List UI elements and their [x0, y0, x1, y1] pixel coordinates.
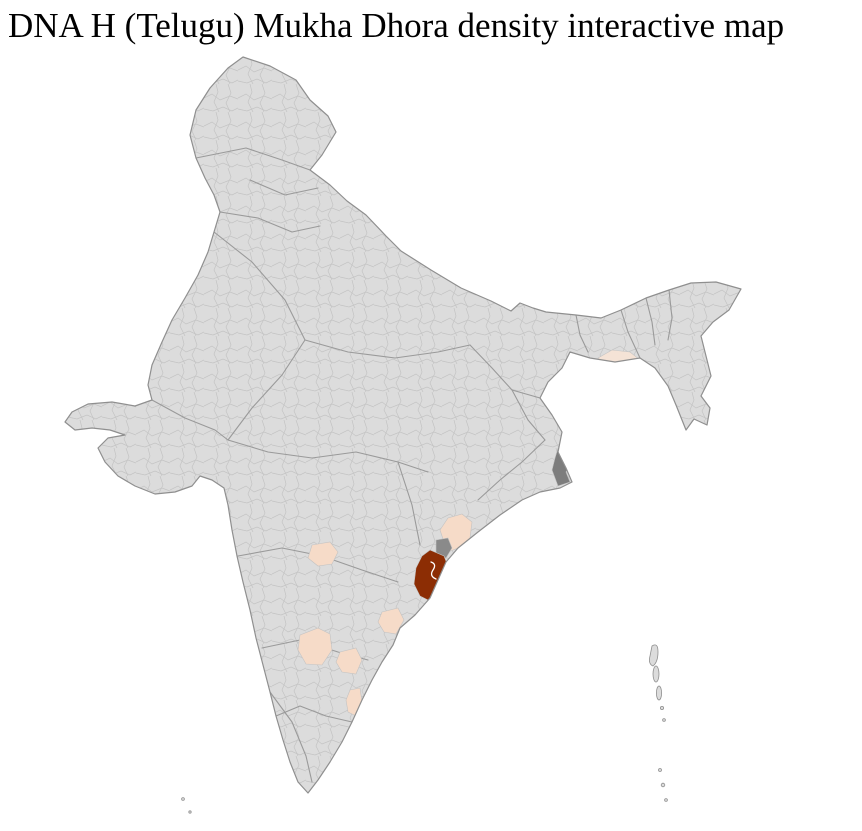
- district-andhra-low-density[interactable]: [377, 607, 405, 635]
- district-boundaries-mesh: [65, 57, 741, 793]
- district-inner-boundary-mark: [430, 561, 437, 580]
- lakshadweep-islands: [181, 797, 192, 814]
- district-rayalaseema-low-density-1[interactable]: [297, 627, 333, 666]
- district-telangana-low-density[interactable]: [307, 541, 339, 567]
- state-borders: [151, 147, 673, 783]
- page-title: DNA H (Telugu) Mukha Dhora density inter…: [8, 6, 785, 45]
- india-outline: [64, 56, 742, 794]
- andaman-nicobar-islands: [649, 644, 668, 802]
- district-gray-small[interactable]: [435, 537, 453, 559]
- district-rayalaseema-low-density-2[interactable]: [335, 647, 363, 675]
